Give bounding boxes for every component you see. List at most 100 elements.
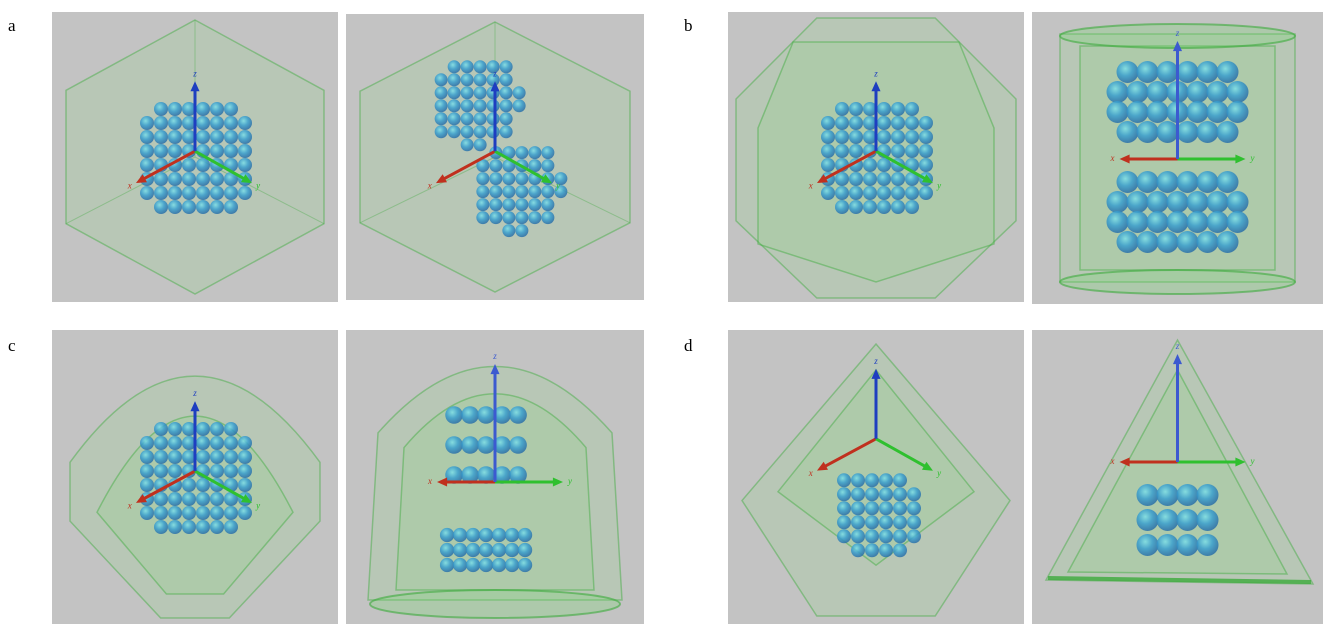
sphere <box>877 172 891 186</box>
sphere <box>1137 509 1159 531</box>
sphere <box>238 144 252 158</box>
sphere <box>1177 231 1199 253</box>
sphere <box>168 116 182 130</box>
sphere <box>821 116 835 130</box>
sphere <box>893 501 907 515</box>
sphere <box>849 186 863 200</box>
sphere <box>1207 101 1229 123</box>
sphere <box>1187 191 1209 213</box>
axis-label: y <box>567 476 572 486</box>
sphere <box>865 529 879 543</box>
sphere <box>891 144 905 158</box>
sphere <box>541 198 554 211</box>
sphere <box>210 464 224 478</box>
sphere <box>1127 191 1149 213</box>
sphere <box>474 138 487 151</box>
sphere <box>500 86 513 99</box>
sphere <box>224 200 238 214</box>
sphere <box>905 200 919 214</box>
sphere <box>168 186 182 200</box>
sphere <box>515 198 528 211</box>
sphere <box>489 159 502 172</box>
sphere <box>919 116 933 130</box>
sphere <box>1177 121 1199 143</box>
sphere <box>905 102 919 116</box>
sphere <box>210 506 224 520</box>
sphere <box>224 450 238 464</box>
sphere <box>1207 191 1229 213</box>
sphere <box>154 464 168 478</box>
axis-label: z <box>873 68 878 78</box>
sphere <box>154 172 168 186</box>
sphere <box>461 406 479 424</box>
sphere <box>140 186 154 200</box>
sphere <box>238 464 252 478</box>
sphere <box>877 200 891 214</box>
sphere <box>907 501 921 515</box>
sphere <box>891 130 905 144</box>
sphere <box>476 198 489 211</box>
sphere <box>466 543 480 557</box>
sphere <box>479 543 493 557</box>
sphere <box>515 172 528 185</box>
sphere <box>448 99 461 112</box>
sphere <box>474 73 487 86</box>
sphere <box>196 492 210 506</box>
sphere <box>1117 171 1139 193</box>
sphere <box>851 543 865 557</box>
sphere <box>505 558 519 572</box>
render-view: xyz <box>346 330 644 624</box>
sphere <box>154 450 168 464</box>
sphere <box>477 406 495 424</box>
sphere <box>1187 101 1209 123</box>
sphere <box>821 144 835 158</box>
sphere <box>851 473 865 487</box>
sphere <box>435 99 448 112</box>
sphere <box>461 60 474 73</box>
sphere <box>210 172 224 186</box>
sphere <box>865 515 879 529</box>
sphere <box>515 224 528 237</box>
sphere <box>1177 171 1199 193</box>
axis-label: y <box>555 181 560 191</box>
sphere <box>528 146 541 159</box>
sphere <box>1177 509 1199 531</box>
axis-label: z <box>192 388 197 398</box>
sphere <box>461 125 474 138</box>
axis-label: x <box>127 500 132 510</box>
sphere <box>877 116 891 130</box>
sphere <box>196 102 210 116</box>
sphere <box>435 86 448 99</box>
sphere <box>489 198 502 211</box>
sphere <box>1167 211 1189 233</box>
sphere <box>182 492 196 506</box>
sphere <box>863 158 877 172</box>
sphere <box>466 558 480 572</box>
sphere <box>505 528 519 542</box>
sphere <box>851 529 865 543</box>
sphere <box>518 558 532 572</box>
sphere <box>502 224 515 237</box>
sphere <box>863 200 877 214</box>
sphere <box>893 487 907 501</box>
sphere <box>835 116 849 130</box>
sphere <box>919 158 933 172</box>
sphere <box>919 144 933 158</box>
cap <box>1060 270 1295 294</box>
sphere <box>154 506 168 520</box>
sphere <box>821 130 835 144</box>
sphere <box>893 515 907 529</box>
sphere <box>182 506 196 520</box>
sphere <box>168 200 182 214</box>
render-view: xyz <box>728 12 1024 302</box>
sphere <box>502 211 515 224</box>
sphere <box>448 112 461 125</box>
sphere <box>210 116 224 130</box>
sphere <box>168 172 182 186</box>
sphere <box>435 125 448 138</box>
sphere <box>1127 101 1149 123</box>
sphere <box>440 558 454 572</box>
sphere <box>154 102 168 116</box>
sphere <box>224 186 238 200</box>
